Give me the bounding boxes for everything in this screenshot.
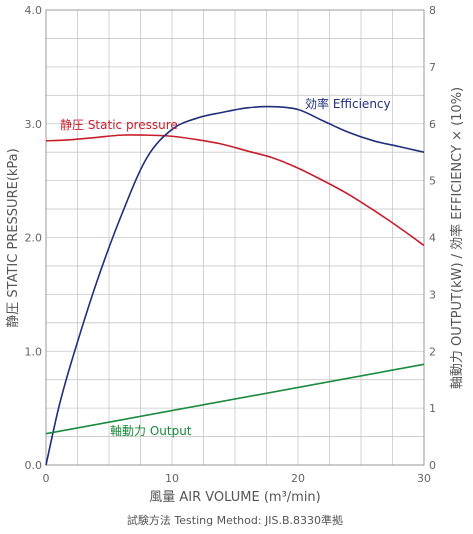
left-y-tick-label: 1.0 <box>25 345 43 358</box>
x-axis-title: 風量 AIR VOLUME (m³/min) <box>149 490 321 505</box>
series-label-output: 軸動力 Output <box>110 424 192 438</box>
series-line-output <box>45 363 425 435</box>
right-y-tick-label: 1 <box>429 402 436 415</box>
left-y-axis-title: 静圧 STATIC PRESSURE(kPa) <box>6 148 21 327</box>
x-tick-label: 10 <box>165 472 179 485</box>
right-y-tick-label: 6 <box>429 118 436 131</box>
right-y-tick-label: 3 <box>429 288 436 301</box>
plot-frame <box>45 9 425 466</box>
x-tick-labels: 0 10 20 30 <box>43 472 432 485</box>
x-tick-label: 0 <box>43 472 50 485</box>
right-y-tick-label: 0 <box>429 459 436 472</box>
testing-method-note: 試験方法 Testing Method: JIS.B.8330準拠 <box>127 513 343 527</box>
right-y-axis-title: 軸動力 OUTPUT(kW) / 効率 EFFICIENCY × (10%) <box>449 87 465 389</box>
left-y-tick-label: 0.0 <box>25 459 43 472</box>
left-y-tick-label: 4.0 <box>25 4 43 17</box>
series-lines <box>45 105 425 466</box>
gridlines <box>45 9 425 466</box>
right-y-tick-label: 4 <box>429 232 436 245</box>
x-tick-label: 30 <box>417 472 431 485</box>
left-y-tick-label: 2.0 <box>25 232 43 245</box>
x-tick-label: 20 <box>291 472 305 485</box>
right-y-tick-labels: 0 1 2 3 4 5 6 7 8 <box>429 4 436 472</box>
series-line-efficiency <box>45 105 425 466</box>
right-y-tick-label: 2 <box>429 345 436 358</box>
right-y-tick-label: 8 <box>429 4 436 17</box>
left-y-tick-label: 3.0 <box>25 118 43 131</box>
right-y-tick-label: 5 <box>429 175 436 188</box>
series-label-static-pressure: 静圧 Static pressure <box>60 118 178 132</box>
left-y-tick-labels: 0.0 1.0 2.0 3.0 4.0 <box>25 4 43 472</box>
right-y-tick-label: 7 <box>429 61 436 74</box>
series-label-efficiency: 効率 Efficiency <box>305 96 391 111</box>
series-line-static-pressure <box>45 134 425 247</box>
